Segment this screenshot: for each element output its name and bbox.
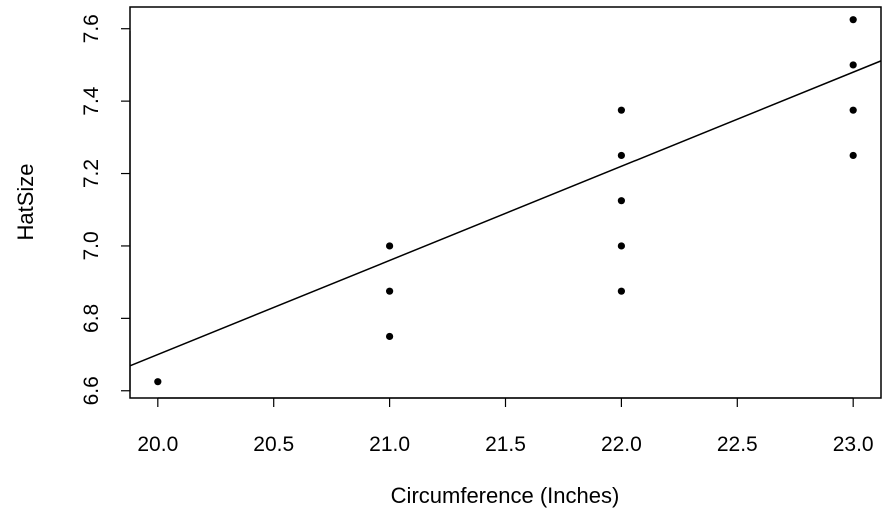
data-point <box>849 106 857 114</box>
plot-frame <box>129 6 882 399</box>
data-point <box>849 16 857 24</box>
x-axis: 20.0 20.5 21.0 21.5 22.0 22.5 23.0 <box>137 397 874 456</box>
data-points-group <box>154 16 857 386</box>
x-tick-label: 20.5 <box>253 433 294 456</box>
data-point <box>386 332 394 341</box>
y-tick-label: 7.0 <box>80 231 103 260</box>
data-point <box>849 151 857 160</box>
x-tick-label: 22.0 <box>601 433 642 456</box>
y-axis-title: HatSize <box>13 163 38 240</box>
data-point <box>386 287 394 295</box>
x-axis-title: Circumference (Inches) <box>391 483 620 508</box>
data-point <box>617 197 625 205</box>
x-tick-label: 21.0 <box>369 433 410 456</box>
y-tick-label: 6.8 <box>80 304 103 333</box>
y-axis-ticks: 6.6 6.8 7.0 7.2 7.4 7.6 <box>80 14 130 405</box>
y-tick-label: 7.6 <box>80 14 103 43</box>
y-tick-label: 7.4 <box>80 86 103 116</box>
x-tick-label: 22.5 <box>717 433 758 456</box>
data-point <box>617 242 625 250</box>
x-tick-label: 21.5 <box>485 433 526 456</box>
y-tick-label: 7.2 <box>80 159 103 188</box>
regression-line <box>129 60 882 367</box>
data-point <box>386 242 394 250</box>
data-point <box>849 61 857 69</box>
x-axis-ticks: 20.0 20.5 21.0 21.5 22.0 22.5 23.0 <box>137 398 874 456</box>
data-point <box>617 106 625 114</box>
fit-line-group <box>129 60 882 367</box>
y-axis: 6.6 6.8 7.0 7.2 7.4 7.6 <box>80 14 131 405</box>
x-tick-label: 23.0 <box>833 433 874 456</box>
y-tick-label: 6.6 <box>80 376 103 405</box>
data-point <box>617 151 625 160</box>
data-point <box>617 287 625 295</box>
data-point <box>154 378 162 386</box>
x-tick-label: 20.0 <box>137 433 178 456</box>
